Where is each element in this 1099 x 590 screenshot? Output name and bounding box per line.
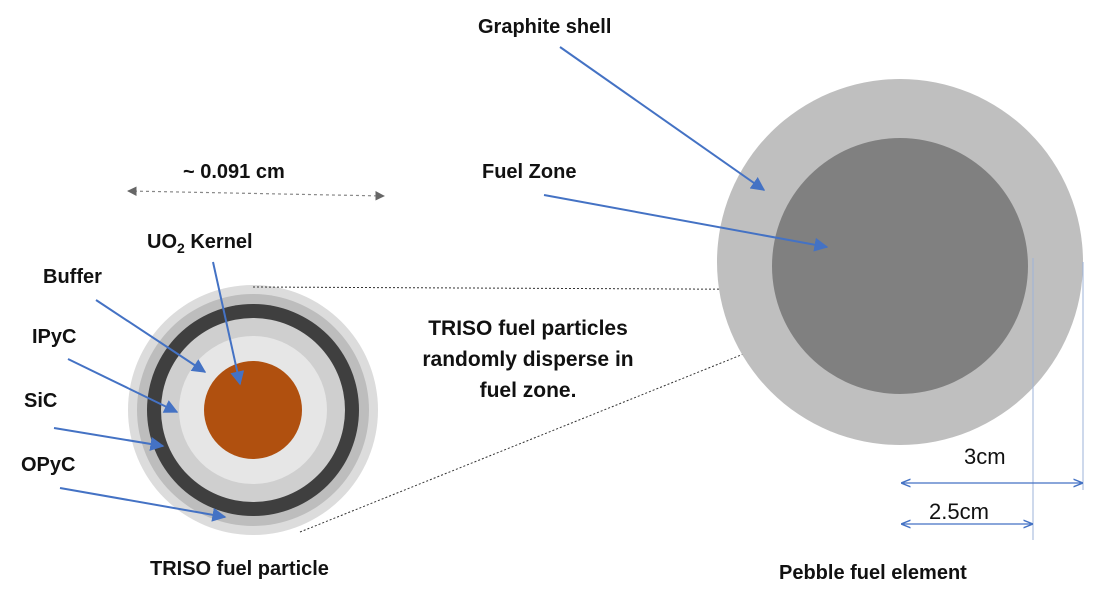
opyc-arrow — [59, 487, 227, 522]
particle-size-arrow — [127, 186, 385, 201]
fuel-zone-arrow — [543, 194, 829, 252]
ipyc-arrow — [67, 358, 179, 413]
ipyc-label: IPyC — [32, 326, 76, 348]
graphite-shell-arrow — [559, 46, 766, 191]
buffer-arrow — [95, 299, 207, 373]
triso-dispersal-line2: randomly disperse in — [422, 348, 633, 371]
inner-radius-label: 2.5cm — [929, 499, 989, 524]
sic-arrow — [53, 427, 165, 451]
particle-size-label: ~ 0.091 cm — [183, 161, 285, 183]
triso-particle — [128, 285, 378, 535]
triso-dispersal-line1: TRISO fuel particles — [428, 317, 628, 340]
outer-radius-label: 3cm — [964, 444, 1006, 469]
fuel-zone — [772, 138, 1028, 394]
triso-dispersal-line3: fuel zone. — [480, 379, 577, 402]
kernel-label: UO2 Kernel — [147, 231, 253, 256]
opyc-label: OPyC — [21, 454, 75, 476]
triso-particle-caption: TRISO fuel particle — [150, 558, 329, 580]
buffer-label: Buffer — [43, 266, 102, 288]
graphite-shell-label: Graphite shell — [478, 16, 611, 38]
uo2-kernel — [204, 361, 302, 459]
kernel-arrow — [212, 261, 245, 386]
fuel-zone-label: Fuel Zone — [482, 161, 576, 183]
pebble-fuel-element — [717, 79, 1083, 445]
pebble-element-caption: Pebble fuel element — [779, 562, 967, 584]
sic-label: SiC — [24, 390, 57, 412]
